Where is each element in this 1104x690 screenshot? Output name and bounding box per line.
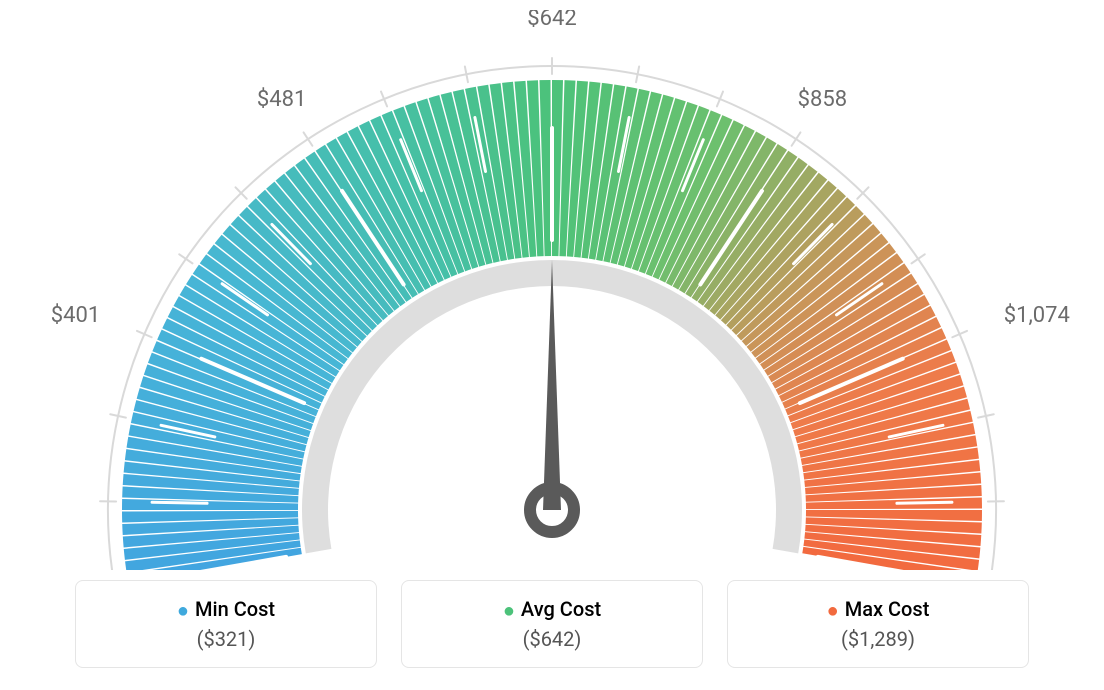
tick <box>912 254 925 263</box>
tick <box>897 502 952 503</box>
tick <box>304 132 313 145</box>
gauge-svg: $321$401$481$642$858$1,074$1,289 <box>0 10 1104 570</box>
legend-card-min: ● Min Cost ($321) <box>75 580 377 668</box>
tick-label: $642 <box>527 10 576 31</box>
cost-gauge-chart: $321$401$481$642$858$1,074$1,289 ●Min Co… <box>0 0 1104 690</box>
tick-label: $481 <box>257 87 306 112</box>
gauge-svg-wrap: $321$401$481$642$858$1,074$1,289 <box>0 0 1104 570</box>
dot-icon: ● <box>177 600 189 620</box>
tick-label: $401 <box>51 303 100 328</box>
legend-value-avg: ($642) <box>402 627 702 651</box>
dot-icon: ● <box>827 600 839 620</box>
legend-label-avg: ● Avg Cost <box>402 597 702 621</box>
legend-value-max: ($1,289) <box>728 627 1028 651</box>
legend-label-text: Min Cost <box>195 597 275 621</box>
tick-label: $858 <box>798 87 847 112</box>
dot-icon: ● <box>503 600 515 620</box>
tick-label: $1,074 <box>1004 303 1070 328</box>
legend-label-text: Avg Cost <box>521 597 601 621</box>
tick <box>792 132 801 145</box>
legend-label-min: ● Min Cost <box>76 597 376 621</box>
tick <box>152 502 207 503</box>
tick <box>179 254 192 263</box>
legend-card-avg: ● Avg Cost ($642) <box>401 580 703 668</box>
legend-value-min: ($321) <box>76 627 376 651</box>
legend-card-max: ● Max Cost ($1,289) <box>727 580 1029 668</box>
legend-label-text: Max Cost <box>845 597 930 621</box>
legend-label-max: ● Max Cost <box>728 597 1028 621</box>
legend-row: ● Min Cost ($321) ● Avg Cost ($642) ● Max C… <box>0 570 1104 668</box>
needle <box>543 260 561 510</box>
